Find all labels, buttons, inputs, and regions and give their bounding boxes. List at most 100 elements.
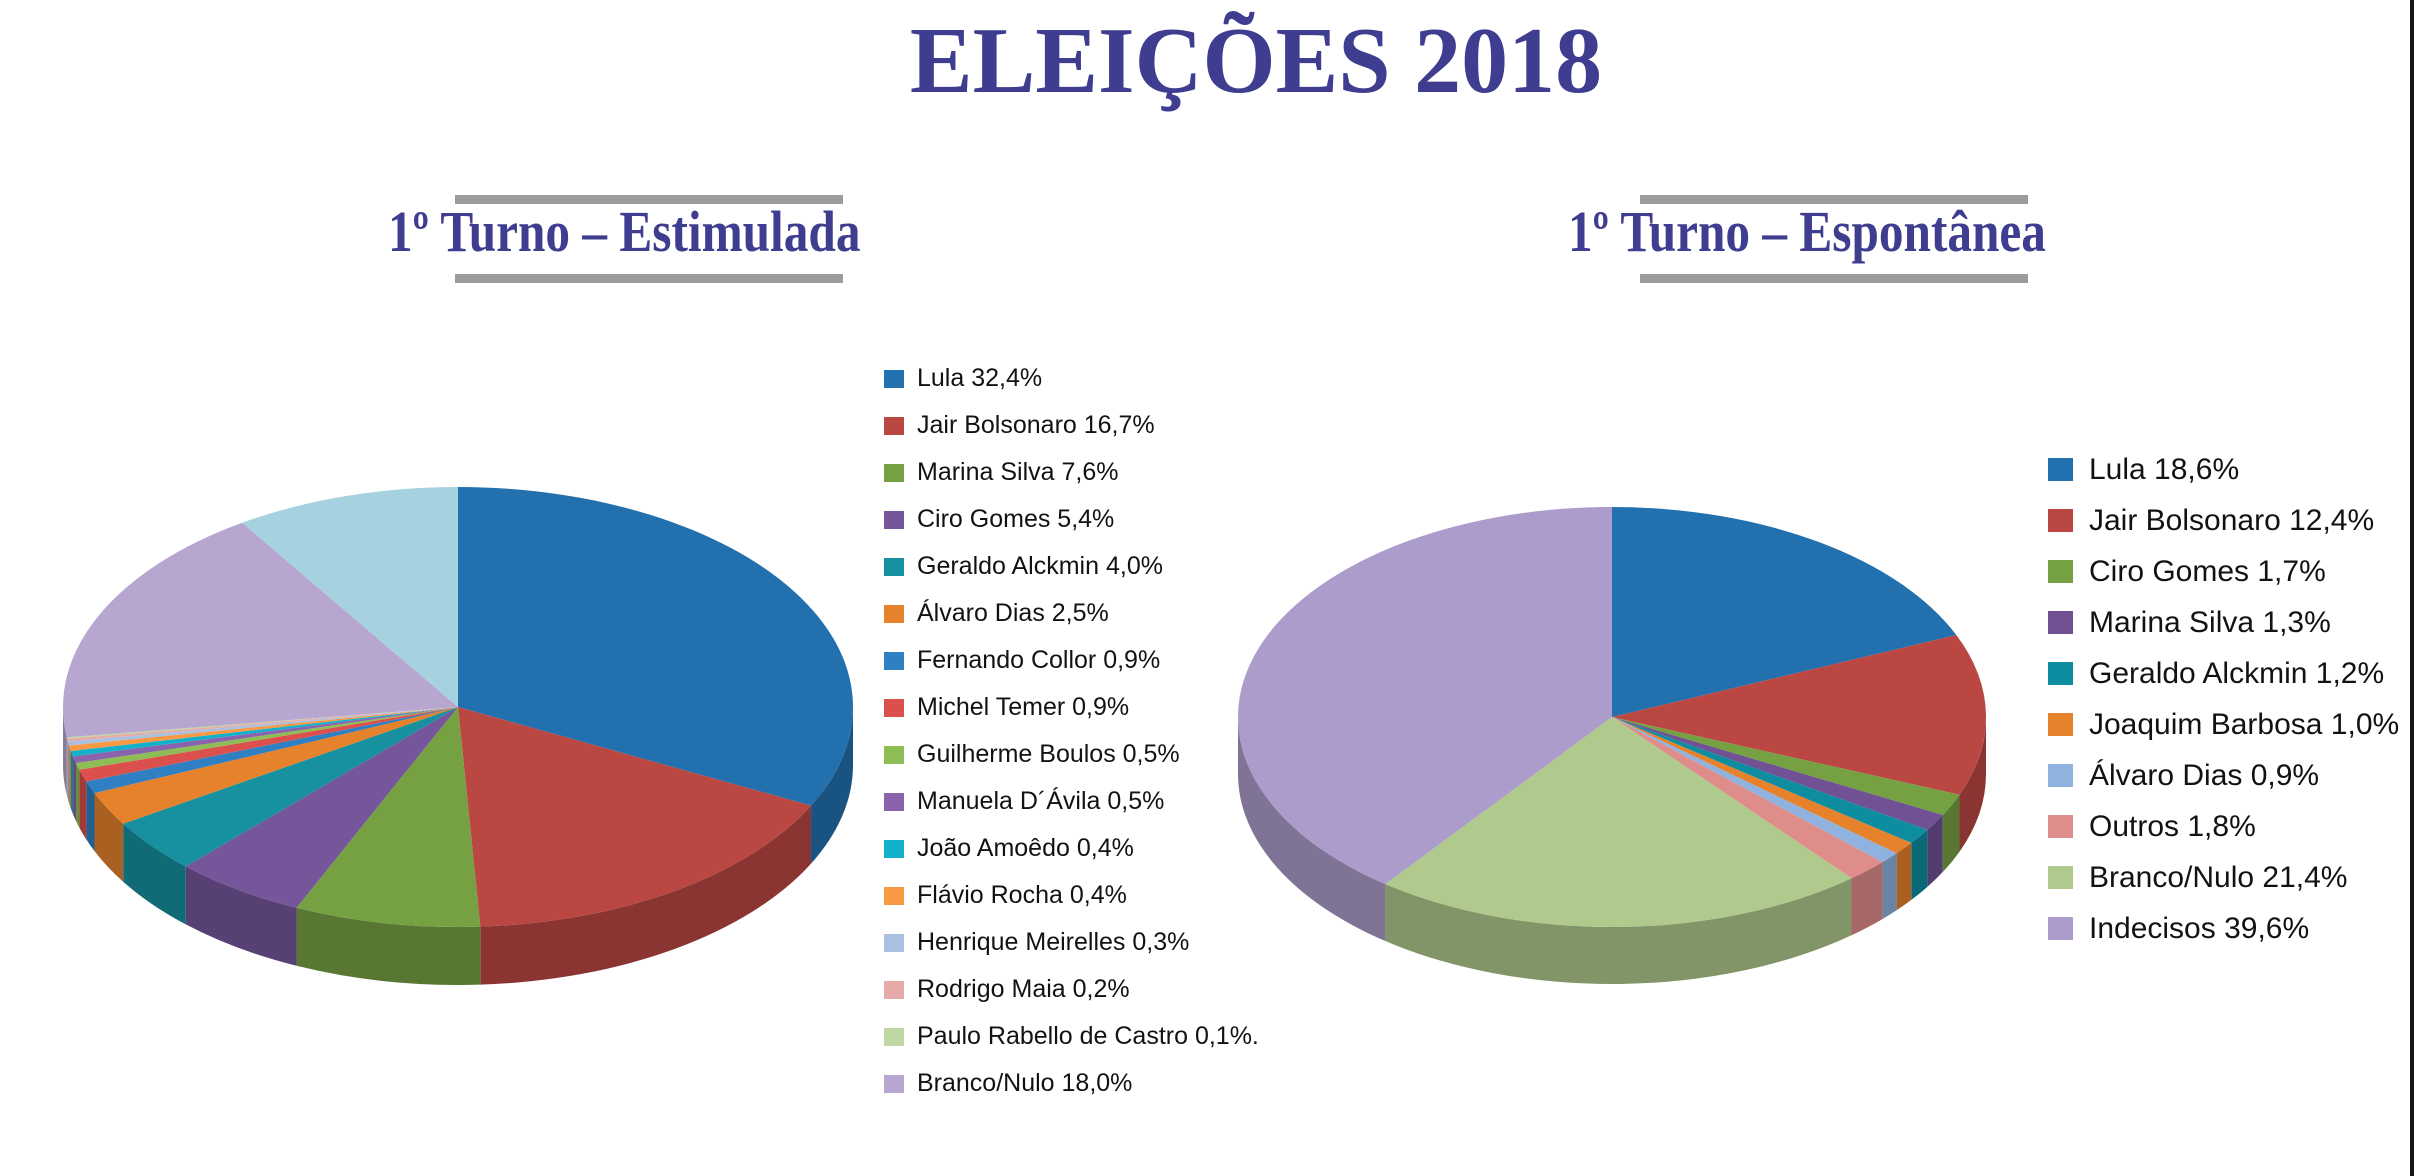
legend-label: Lula 32,4% — [917, 364, 1043, 392]
legend-item-alvaro-dias: Álvaro Dias 2,5% — [884, 590, 1259, 637]
pie-slice-outros — [1612, 717, 1883, 879]
subtitle-estimulada: 1º Turno – Estimulada — [388, 199, 861, 264]
pie-wall-jair-bolsonaro — [480, 805, 812, 985]
pie-wall-guilherme-boulos — [76, 763, 80, 828]
legend-label: Marina Silva 7,6% — [917, 458, 1119, 486]
pie-wall-branco-nulo — [1385, 878, 1852, 985]
subtitle-estimulada-rule-top — [455, 195, 843, 204]
legend-swatch — [884, 980, 904, 999]
legend-item-branco-nulo: Branco/Nulo 18,0% — [884, 1060, 1259, 1107]
pie-wall-geraldo-alckmin — [123, 823, 186, 925]
subtitle-espontanea-rule-bottom — [1640, 274, 2028, 283]
legend-label: Guilherme Boulos 0,5% — [917, 740, 1180, 768]
pie-wall-branco-nulo — [63, 707, 67, 796]
legend-label: Lula 18,6% — [2089, 452, 2240, 486]
legend-item-joao-amoedo: João Amoêdo 0,4% — [884, 825, 1259, 872]
pie-slice-fernando-collor — [86, 707, 458, 794]
legend-label: Manuela D´Ávila 0,5% — [917, 787, 1165, 815]
legend-swatch — [2048, 866, 2073, 889]
legend-swatch — [884, 886, 904, 905]
pie-slice-jair-bolsonaro — [1612, 635, 1987, 795]
legend-item-manuela-d-avila: Manuela D´Ávila 0,5% — [884, 778, 1259, 825]
legend-item-lula: Lula 18,6% — [2048, 444, 2399, 495]
pie-slice-jair-bolsonaro — [458, 707, 812, 927]
legend-label: Indecisos 39,6% — [2089, 911, 2310, 945]
legend-item-ciro-gomes: Ciro Gomes 5,4% — [884, 496, 1259, 543]
pie-slice-alvaro-dias — [1612, 717, 1897, 863]
pie-slice-geraldo-alckmin — [1612, 717, 1928, 843]
legend-label: Jair Bolsonaro 12,4% — [2089, 503, 2375, 537]
pie-slice-marina-silva — [296, 707, 481, 928]
legend-swatch — [884, 792, 904, 811]
legend-label: Fernando Collor 0,9% — [917, 646, 1161, 674]
legend-swatch — [2048, 662, 2073, 685]
pie-slice-indecisos — [1237, 507, 1612, 885]
legend-item-ciro-gomes: Ciro Gomes 1,7% — [2048, 546, 2399, 597]
legend-label: Jair Bolsonaro 16,7% — [917, 411, 1155, 439]
legend-label: Álvaro Dias 2,5% — [917, 599, 1109, 627]
legend-label: Joaquim Barbosa 1,0% — [2089, 707, 2400, 741]
legend-swatch — [884, 1074, 904, 1093]
legend-label: Marina Silva 1,3% — [2089, 605, 2331, 639]
legend-label: Geraldo Alckmin 4,0% — [917, 552, 1163, 580]
legend-item-fernando-collor: Fernando Collor 0,9% — [884, 637, 1259, 684]
pie-wall-jair-bolsonaro — [1959, 717, 1986, 852]
page-right-border — [2410, 0, 2414, 1176]
legend-item-alvaro-dias: Álvaro Dias 0,9% — [2048, 750, 2399, 801]
legend-label: Paulo Rabello de Castro 0,1%. — [917, 1022, 1259, 1050]
legend-swatch — [2048, 458, 2073, 481]
legend-swatch — [2048, 917, 2073, 940]
subtitle-espontanea: 1º Turno – Espontânea — [1568, 199, 2046, 264]
legend-swatch — [884, 416, 904, 435]
pie-wall-henrique-meirelles — [67, 741, 70, 804]
legend-swatch — [2048, 815, 2073, 838]
pie-slice-ciro-gomes — [1612, 717, 1960, 816]
pie-slice-marina-silva — [1612, 717, 1943, 830]
pie-slice-branco-nulo — [63, 522, 458, 738]
pie-slice-manuela-d-avila — [73, 707, 458, 764]
legend-item-marina-silva: Marina Silva 1,3% — [2048, 597, 2399, 648]
subtitle-espontanea-rule-top — [1640, 195, 2028, 204]
pie-slice-paulo-rabello-de-castro — [66, 707, 459, 739]
pie-wall-alvaro-dias — [94, 793, 124, 882]
legend-item-michel-temer: Michel Temer 0,9% — [884, 684, 1259, 731]
pie-slice-unlabeled — [242, 487, 458, 707]
legend-swatch — [884, 933, 904, 952]
legend-label: Flávio Rocha 0,4% — [917, 881, 1127, 909]
pie-slice-ciro-gomes — [185, 707, 459, 908]
pie-wall-lula — [811, 707, 853, 864]
pie-slice-rodrigo-maia — [67, 707, 459, 742]
pie-wall-geraldo-alckmin — [1911, 829, 1928, 900]
legend-label: Álvaro Dias 0,9% — [2089, 758, 2320, 792]
legend-swatch — [884, 839, 904, 858]
legend-label: Branco/Nulo 18,0% — [917, 1069, 1133, 1097]
legend-estimulada: Lula 32,4% Jair Bolsonaro 16,7% Marina Sil… — [884, 355, 1259, 1107]
pie-chart-espontanea — [1237, 507, 1987, 985]
legend-item-outros: Outros 1,8% — [2048, 801, 2399, 852]
page-title: ELEIÇÕES 2018 — [909, 9, 1603, 113]
legend-swatch — [2048, 764, 2073, 787]
legend-label: Geraldo Alckmin 1,2% — [2089, 656, 2385, 690]
legend-label: João Amoêdo 0,4% — [917, 834, 1134, 862]
pie-wall-flavio-rocha — [69, 745, 71, 809]
pie-wall-marina-silva — [1927, 815, 1943, 887]
legend-swatch — [884, 557, 904, 576]
legend-label: Outros 1,8% — [2089, 809, 2256, 843]
legend-label: Rodrigo Maia 0,2% — [917, 975, 1130, 1003]
legend-swatch — [884, 510, 904, 529]
pie-slice-joao-amoedo — [70, 707, 459, 757]
legend-label: Branco/Nulo 21,4% — [2089, 860, 2348, 894]
legend-swatch — [884, 745, 904, 764]
pie-slice-michel-temer — [79, 707, 458, 782]
pie-wall-joao-amoedo — [70, 750, 74, 815]
legend-swatch — [2048, 611, 2073, 634]
pie-wall-rodrigo-maia — [67, 738, 68, 800]
legend-item-geraldo-alckmin: Geraldo Alckmin 4,0% — [884, 543, 1259, 590]
legend-swatch — [884, 698, 904, 717]
legend-item-jair-bolsonaro: Jair Bolsonaro 16,7% — [884, 402, 1259, 449]
pie-slice-flavio-rocha — [69, 707, 458, 751]
legend-item-jair-bolsonaro: Jair Bolsonaro 12,4% — [2048, 495, 2399, 546]
pie-wall-fernando-collor — [86, 781, 95, 852]
subtitle-estimulada-rule-bottom — [455, 274, 843, 283]
